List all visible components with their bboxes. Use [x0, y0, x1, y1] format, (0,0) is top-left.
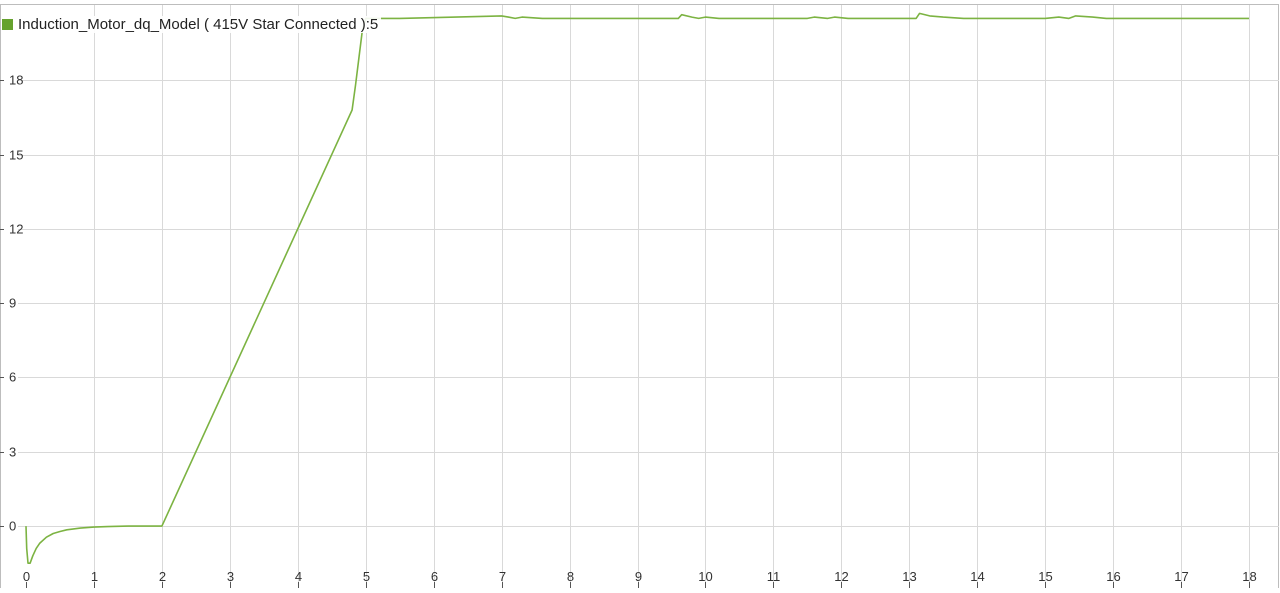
- x-tick-label: 4: [295, 569, 302, 584]
- x-tick-label: 10: [698, 569, 712, 584]
- x-tick-label: 12: [834, 569, 848, 584]
- x-tick-label: 5: [363, 569, 370, 584]
- x-tick-label: 18: [1242, 569, 1256, 584]
- y-tick-label: 12: [9, 222, 23, 237]
- x-tick-label: 13: [902, 569, 916, 584]
- x-tick-label: 11: [767, 569, 781, 584]
- y-tick-label: 0: [9, 519, 16, 534]
- x-tick-label: 15: [1038, 569, 1052, 584]
- y-tick-label: 9: [9, 296, 16, 311]
- x-tick-label: 2: [159, 569, 166, 584]
- y-tick-label: 6: [9, 370, 16, 385]
- y-tick-label: 3: [9, 445, 16, 460]
- x-tick-label: 8: [567, 569, 574, 584]
- legend[interactable]: Induction_Motor_dq_Model ( 415V Star Con…: [2, 16, 382, 33]
- grid-layer: [0, 4, 1279, 593]
- y-tick-label: 15: [9, 148, 23, 163]
- x-tick-label: 6: [431, 569, 438, 584]
- x-tick-label: 0: [23, 569, 30, 584]
- x-tick-label: 7: [499, 569, 506, 584]
- series-line: [25, 12, 1249, 565]
- x-tick-label: 17: [1174, 569, 1188, 584]
- plot-frame: [0, 4, 1279, 593]
- legend-swatch: [2, 19, 13, 30]
- x-tick-label: 9: [635, 569, 642, 584]
- series-layer: [25, 12, 1249, 565]
- x-tick-label: 1: [91, 569, 98, 584]
- x-tick-label: 16: [1106, 569, 1120, 584]
- x-tick-label: 14: [970, 569, 984, 584]
- y-tick-label: 18: [9, 73, 23, 88]
- x-tick-label: 3: [227, 569, 234, 584]
- legend-label: Induction_Motor_dq_Model ( 415V Star Con…: [18, 16, 379, 33]
